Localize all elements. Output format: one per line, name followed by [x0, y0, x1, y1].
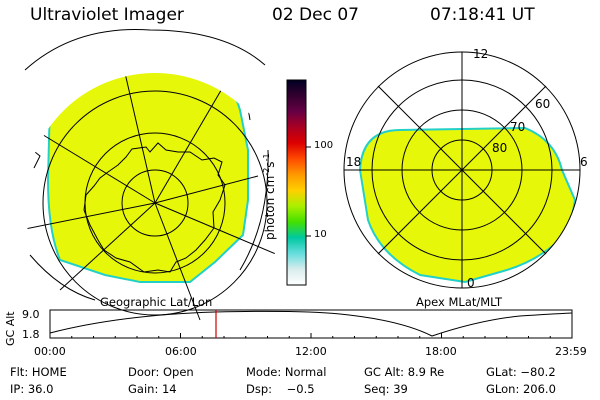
mlat-label-70: 70 — [510, 120, 526, 134]
left-panel-caption: Geographic Lat/Lon — [100, 295, 213, 309]
time-tick-label: 23:59 — [555, 345, 587, 358]
aurora-oval-left — [46, 73, 249, 283]
date-readout: 02 Dec 07 — [272, 5, 359, 25]
altitude-plot — [49, 309, 573, 339]
coastline-antarctica — [83, 142, 226, 273]
colorbar-bar — [286, 79, 307, 286]
glon-readout: GLon: 206.0 — [486, 382, 556, 396]
time-tick-label: 12:00 — [295, 345, 327, 358]
time-tick-label: 00:00 — [34, 345, 66, 358]
altitude-ytick-9: 9.0 — [22, 308, 40, 321]
magnetic-polar-plot — [343, 51, 581, 289]
colorbar-tick-label-10: 10 — [314, 229, 327, 240]
mlt-lines — [344, 52, 580, 288]
mlat-label-80: 80 — [492, 141, 508, 155]
app-title: Ultraviolet Imager — [30, 5, 184, 25]
door-readout: Door: Open — [128, 365, 194, 379]
time-tick-label: 18:00 — [425, 345, 457, 358]
geographic-image — [24, 29, 285, 333]
seq-readout: Seq: 39 — [364, 382, 408, 396]
mode-readout: Mode: Normal — [246, 365, 327, 379]
latitude-circles — [25, 73, 285, 333]
time-readout: 07:18:41 UT — [430, 5, 535, 25]
ip-readout: IP: 36.0 — [10, 382, 54, 396]
mlat-label-60: 60 — [535, 97, 551, 111]
limb-arc — [24, 29, 269, 301]
mlt-label-18: 18 — [346, 155, 362, 169]
right-panel-caption: Apex MLat/MLT — [416, 295, 503, 309]
coastline-fragment — [25, 95, 41, 169]
altitude-curve — [49, 310, 573, 337]
mlt-label-12: 12 — [473, 47, 489, 61]
glat-readout: GLat: −80.2 — [486, 365, 556, 379]
mlt-label-0: 0 — [467, 276, 475, 290]
meridians — [25, 73, 285, 321]
mlt-label-6: 6 — [580, 155, 588, 169]
gc-alt-readout: GC Alt: 8.9 Re — [364, 365, 445, 379]
altitude-ytick-1-8: 1.8 — [22, 328, 40, 341]
dsp-readout: Dsp: −0.5 — [246, 382, 315, 396]
aurora-oval-right — [358, 126, 577, 284]
filter-readout: Flt: HOME — [10, 365, 67, 379]
colorbar-tick-label-100: 100 — [314, 140, 334, 151]
time-tick-label: 06:00 — [165, 345, 197, 358]
gain-readout: Gain: 14 — [128, 382, 177, 396]
time-axis-ticks — [49, 333, 573, 338]
colorbar-units-label: photon cm-2s-1 — [262, 153, 277, 240]
altitude-ylabel: GC Alt — [4, 311, 17, 346]
colorbar — [286, 79, 311, 286]
